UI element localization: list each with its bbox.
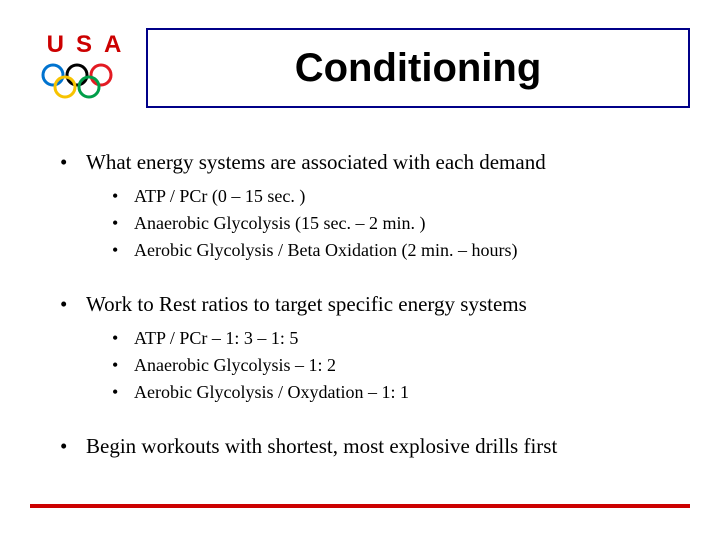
olympic-rings-icon [35, 61, 135, 103]
logo-letter: A [104, 33, 123, 57]
list-item: What energy systems are associated with … [58, 150, 680, 264]
list-item-text: Begin workouts with shortest, most explo… [86, 434, 557, 458]
sub-list-item: Aerobic Glycolysis / Oxydation – 1: 1 [86, 379, 680, 406]
sub-list-item: Anaerobic Glycolysis (15 sec. – 2 min. ) [86, 210, 680, 237]
list-item: Begin workouts with shortest, most explo… [58, 434, 680, 459]
page-title: Conditioning [295, 46, 542, 91]
list-item-text: What energy systems are associated with … [86, 150, 546, 174]
usa-olympic-logo: U S A [30, 28, 140, 108]
bullet-list: What energy systems are associated with … [58, 150, 680, 459]
sub-list-item: Aerobic Glycolysis / Beta Oxidation (2 m… [86, 237, 680, 264]
list-item: Work to Rest ratios to target specific e… [58, 292, 680, 406]
sub-list: ATP / PCr – 1: 3 – 1: 5 Anaerobic Glycol… [86, 325, 680, 406]
sub-list-item: ATP / PCr (0 – 15 sec. ) [86, 183, 680, 210]
sub-list-item: Anaerobic Glycolysis – 1: 2 [86, 352, 680, 379]
header: U S A Conditioning [30, 28, 690, 108]
logo-usa-text: U S A [47, 33, 124, 57]
title-box: Conditioning [146, 28, 690, 108]
sub-list: ATP / PCr (0 – 15 sec. ) Anaerobic Glyco… [86, 183, 680, 264]
content-area: What energy systems are associated with … [58, 150, 680, 465]
sub-list-item: ATP / PCr – 1: 3 – 1: 5 [86, 325, 680, 352]
logo-letter: S [76, 33, 94, 57]
list-item-text: Work to Rest ratios to target specific e… [86, 292, 527, 316]
logo-letter: U [47, 33, 66, 57]
footer-divider [30, 504, 690, 508]
